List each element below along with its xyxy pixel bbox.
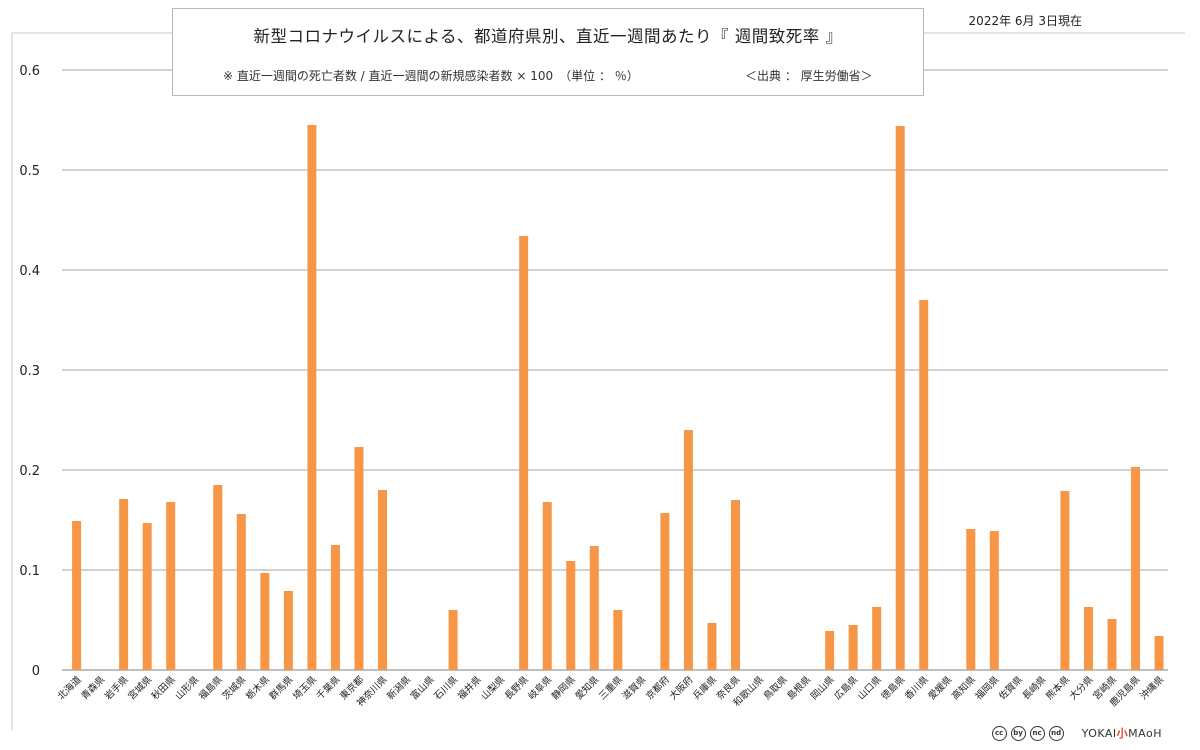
x-tick-label: 滋賀県 <box>620 673 649 702</box>
x-tick-label: 兵庫県 <box>690 673 719 702</box>
x-tick-label: 岩手県 <box>102 673 131 702</box>
bar <box>1083 607 1093 670</box>
x-tick-label: 佐賀県 <box>996 673 1025 702</box>
x-tick-label: 愛知県 <box>573 673 602 702</box>
chart-subtitle: ※ 直近一週間の死亡者数 / 直近一週間の新規感染者数 × 100 （単位 ： … <box>223 69 639 83</box>
bar <box>213 485 223 670</box>
x-tick-label: 大分県 <box>1067 673 1096 702</box>
x-tick-label: 静岡県 <box>549 673 578 702</box>
bar <box>613 610 623 670</box>
bar <box>72 521 82 670</box>
bar <box>683 430 693 670</box>
y-tick-label: 0.4 <box>19 264 40 279</box>
bar <box>989 531 999 670</box>
bar <box>848 625 858 670</box>
x-tick-label: 岐阜県 <box>526 673 555 702</box>
y-tick-label: 0.2 <box>19 464 40 479</box>
x-tick-label: 北海道 <box>55 673 84 702</box>
x-tick-label: 千葉県 <box>314 673 343 702</box>
bar <box>166 502 176 670</box>
x-tick-label: 愛媛県 <box>926 673 955 702</box>
bar <box>730 500 740 670</box>
x-tick-label: 沖縄県 <box>1138 673 1167 702</box>
bar <box>448 610 458 670</box>
bar <box>354 447 364 670</box>
x-tick-label: 長崎県 <box>1020 673 1049 702</box>
x-tick-label: 広島県 <box>832 673 861 702</box>
x-tick-label: 山梨県 <box>479 673 508 702</box>
x-tick-label: 秋田県 <box>149 673 178 702</box>
y-tick-label: 0.5 <box>19 164 40 179</box>
x-tick-label: 栃木県 <box>243 673 272 702</box>
x-tick-label: 熊本県 <box>1043 673 1072 702</box>
x-tick-label: 福岡県 <box>973 673 1002 702</box>
x-tick-label: 京都府 <box>643 673 672 702</box>
bar <box>519 236 529 670</box>
x-tick-label: 埼玉県 <box>290 673 319 702</box>
x-tick-label: 徳島県 <box>879 673 908 702</box>
title-box: 新型コロナウイルスによる、都道府県別、直近一週間あたり『 週間致死率 』 ※ 直… <box>172 8 924 96</box>
x-tick-label: 岡山県 <box>809 674 837 702</box>
bar <box>1131 467 1141 670</box>
bar <box>260 573 270 670</box>
x-tick-label: 香川県 <box>903 674 931 702</box>
y-tick-label: 0.6 <box>19 64 40 79</box>
footer: cc by nc nd YOKAI小MAoH <box>991 724 1162 742</box>
cc-by-icon: by <box>1010 725 1026 741</box>
x-tick-label: 三重県 <box>596 673 625 702</box>
cc-license-icon: cc <box>991 725 1007 741</box>
bar <box>825 631 835 670</box>
bar <box>283 591 293 670</box>
cc-nd-icon: nd <box>1048 725 1064 741</box>
brand-right: MAoH <box>1128 727 1162 740</box>
x-tick-label: 島根県 <box>785 673 814 702</box>
bar <box>895 126 905 670</box>
y-tick-label: 0.3 <box>19 364 40 379</box>
bar <box>1060 491 1070 670</box>
bar <box>142 523 152 670</box>
x-tick-label: 山形県 <box>173 673 202 702</box>
x-tick-label: 長野県 <box>503 674 531 702</box>
bar <box>919 300 929 670</box>
bar <box>966 529 976 670</box>
x-tick-label: 山口県 <box>856 674 884 702</box>
x-tick-label: 新潟県 <box>385 673 414 702</box>
y-tick-label: 0 <box>32 664 40 679</box>
data-source: ＜出典 ： 厚生労働省＞ <box>745 69 873 83</box>
bar <box>330 545 340 670</box>
brand-left: YOKAI <box>1081 727 1117 740</box>
bar <box>1154 636 1164 670</box>
bar <box>307 125 317 670</box>
x-tick-label: 茨城県 <box>220 673 249 702</box>
x-tick-label: 高知県 <box>949 673 978 702</box>
cc-nc-icon: nc <box>1029 725 1045 741</box>
bar <box>1107 619 1117 670</box>
x-tick-label: 石川県 <box>432 674 460 702</box>
x-tick-label: 富山県 <box>408 673 437 702</box>
x-tick-label: 鳥取県 <box>761 673 790 702</box>
chart-title: 新型コロナウイルスによる、都道府県別、直近一週間あたり『 週間致死率 』 <box>253 27 843 46</box>
bar <box>378 490 388 670</box>
x-tick-label: 青森県 <box>79 673 108 702</box>
x-tick-label: 宮城県 <box>126 673 155 702</box>
bar <box>660 513 670 670</box>
x-tick-label: 大阪府 <box>667 673 696 702</box>
x-tick-label: 福島県 <box>196 673 225 702</box>
y-tick-label: 0.1 <box>19 564 40 579</box>
bar <box>119 499 129 670</box>
bar <box>872 607 882 670</box>
x-tick-label: 福井県 <box>455 673 484 702</box>
brand-mid: 小 <box>1116 727 1129 740</box>
brand-logo: YOKAI小MAoH <box>1082 725 1162 741</box>
bar <box>542 502 552 670</box>
bar <box>589 546 599 670</box>
bar <box>236 514 246 670</box>
as-of-date: 2022年 6月 3日現在 <box>968 14 1082 28</box>
x-tick-label: 群馬県 <box>267 673 296 702</box>
bar <box>707 623 717 670</box>
bar <box>566 561 576 670</box>
